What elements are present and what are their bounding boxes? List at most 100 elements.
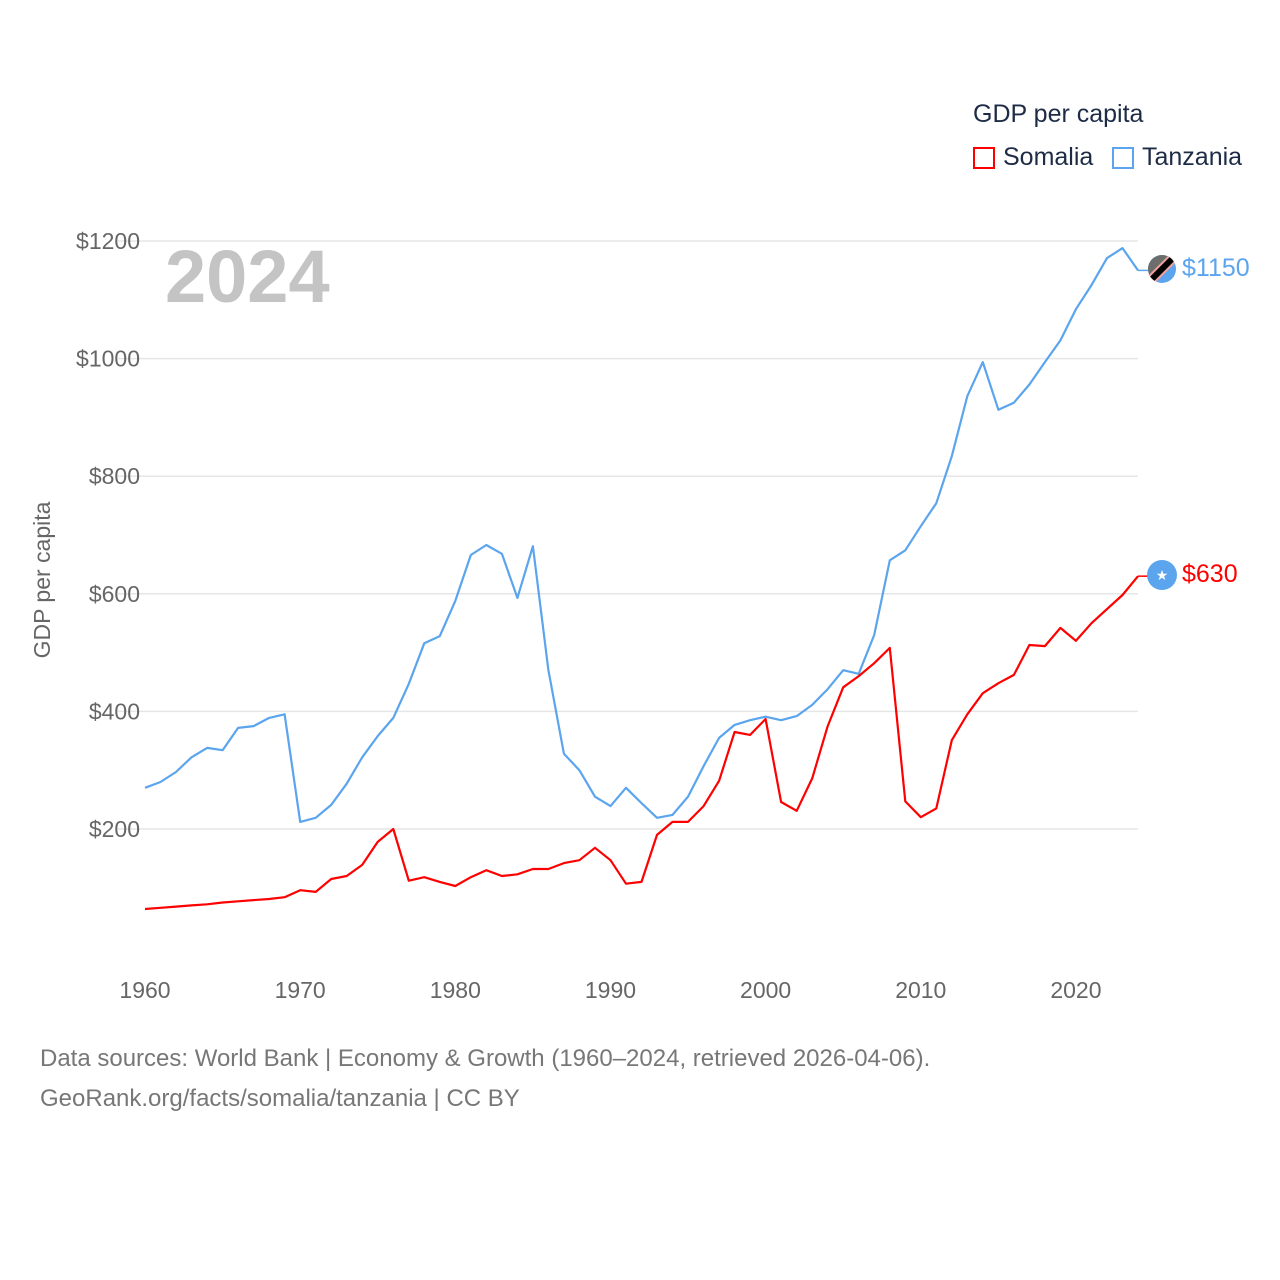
data-point-somalia — [609, 859, 611, 861]
data-point-somalia — [1075, 640, 1077, 642]
data-point-somalia — [439, 881, 441, 883]
data-point-somalia — [1044, 645, 1046, 647]
data-point-somalia — [1137, 575, 1139, 577]
data-point-somalia — [175, 906, 177, 908]
legend-label-somalia: Somalia — [1003, 143, 1094, 171]
data-point-somalia — [578, 859, 580, 861]
data-point-tanzania — [842, 669, 844, 671]
data-point-tanzania — [160, 781, 162, 783]
series-group — [144, 247, 1148, 911]
data-point-tanzania — [501, 553, 503, 555]
data-point-somalia — [1059, 627, 1061, 629]
data-point-tanzania — [672, 814, 674, 816]
data-point-somalia — [625, 883, 627, 885]
data-point-tanzania — [485, 544, 487, 546]
data-point-tanzania — [547, 669, 549, 671]
data-point-somalia — [191, 904, 193, 906]
data-point-somalia — [718, 780, 720, 782]
data-point-somalia — [284, 896, 286, 898]
data-point-tanzania — [641, 802, 643, 804]
data-point-tanzania — [408, 683, 410, 685]
y-tick-label: $800 — [89, 463, 140, 489]
data-point-tanzania — [1106, 257, 1108, 259]
series-line-tanzania — [144, 247, 1139, 824]
grid-lines — [118, 240, 1138, 830]
data-point-tanzania — [578, 769, 580, 771]
footer-attribution[interactable]: GeoRank.org/facts/somalia/tanzania | CC … — [40, 1085, 520, 1112]
data-point-somalia — [408, 880, 410, 882]
data-point-tanzania — [920, 525, 922, 527]
legend-swatch-somalia — [973, 146, 995, 169]
data-point-tanzania — [904, 549, 906, 551]
data-point-somalia — [532, 868, 534, 870]
y-axis-title: GDP per capita — [29, 501, 55, 658]
data-point-somalia — [516, 873, 518, 875]
data-point-somalia — [935, 807, 937, 809]
x-tick-label: 1980 — [430, 977, 481, 1003]
data-point-tanzania — [222, 749, 224, 751]
data-point-tanzania — [966, 395, 968, 397]
svg-text:★: ★ — [1156, 567, 1169, 583]
data-point-tanzania — [284, 713, 286, 715]
data-point-tanzania — [951, 455, 953, 457]
legend-item-tanzania[interactable]: Tanzania — [1112, 143, 1242, 172]
data-point-somalia — [982, 692, 984, 694]
data-point-tanzania — [1090, 284, 1092, 286]
data-point-tanzania — [1137, 269, 1139, 271]
data-point-tanzania — [1121, 247, 1123, 249]
data-point-tanzania — [734, 724, 736, 726]
data-point-somalia — [889, 647, 891, 649]
data-point-somalia — [144, 908, 146, 910]
y-tick-label: $200 — [89, 816, 140, 842]
data-point-somalia — [765, 718, 767, 720]
data-point-somalia — [1121, 594, 1123, 596]
data-point-somalia — [330, 878, 332, 880]
data-point-tanzania — [1013, 402, 1015, 404]
data-point-tanzania — [1044, 361, 1046, 363]
data-point-tanzania — [439, 635, 441, 637]
data-point-tanzania — [765, 716, 767, 718]
data-point-somalia — [656, 834, 658, 836]
data-point-somalia — [222, 902, 224, 904]
legend-item-somalia[interactable]: Somalia — [973, 143, 1093, 172]
data-point-tanzania — [423, 642, 425, 644]
data-point-tanzania — [749, 719, 751, 721]
data-point-somalia — [485, 869, 487, 871]
data-point-somalia — [904, 800, 906, 802]
series-line-somalia — [144, 575, 1139, 911]
data-point-tanzania — [392, 717, 394, 719]
data-point-tanzania — [889, 559, 891, 561]
data-point-somalia — [641, 881, 643, 883]
data-point-tanzania — [144, 787, 146, 789]
tanzania-end-label: $1150 — [1182, 254, 1250, 282]
data-point-tanzania — [516, 597, 518, 599]
data-point-somalia — [253, 899, 255, 901]
data-point-somalia — [594, 847, 596, 849]
data-point-tanzania — [703, 765, 705, 767]
data-point-tanzania — [237, 727, 239, 729]
data-point-tanzania — [315, 817, 317, 819]
data-point-tanzania — [1059, 339, 1061, 341]
data-point-tanzania — [625, 787, 627, 789]
data-point-tanzania — [997, 409, 999, 411]
data-point-tanzania — [346, 783, 348, 785]
x-axis-ticks: 1960 1970 1980 1990 2000 2010 2020 — [119, 977, 1101, 1003]
data-point-tanzania — [811, 704, 813, 706]
data-point-tanzania — [454, 600, 456, 602]
data-point-somalia — [547, 868, 549, 870]
data-point-somalia — [749, 734, 751, 736]
data-point-tanzania — [563, 753, 565, 755]
y-tick-label: $1000 — [76, 346, 140, 372]
data-point-tanzania — [470, 554, 472, 556]
data-point-somalia — [827, 725, 829, 727]
legend-label-tanzania: Tanzania — [1142, 143, 1243, 171]
data-point-somalia — [206, 903, 208, 905]
y-tick-label: $400 — [89, 698, 140, 724]
data-point-tanzania — [206, 747, 208, 749]
data-point-tanzania — [175, 771, 177, 773]
data-point-somalia — [997, 682, 999, 684]
data-point-somalia — [377, 841, 379, 843]
y-axis-ticks: $200 $400 $600 $800 $1000 $1200 — [76, 228, 140, 842]
data-point-tanzania — [687, 796, 689, 798]
y-tick-label: $600 — [89, 581, 140, 607]
